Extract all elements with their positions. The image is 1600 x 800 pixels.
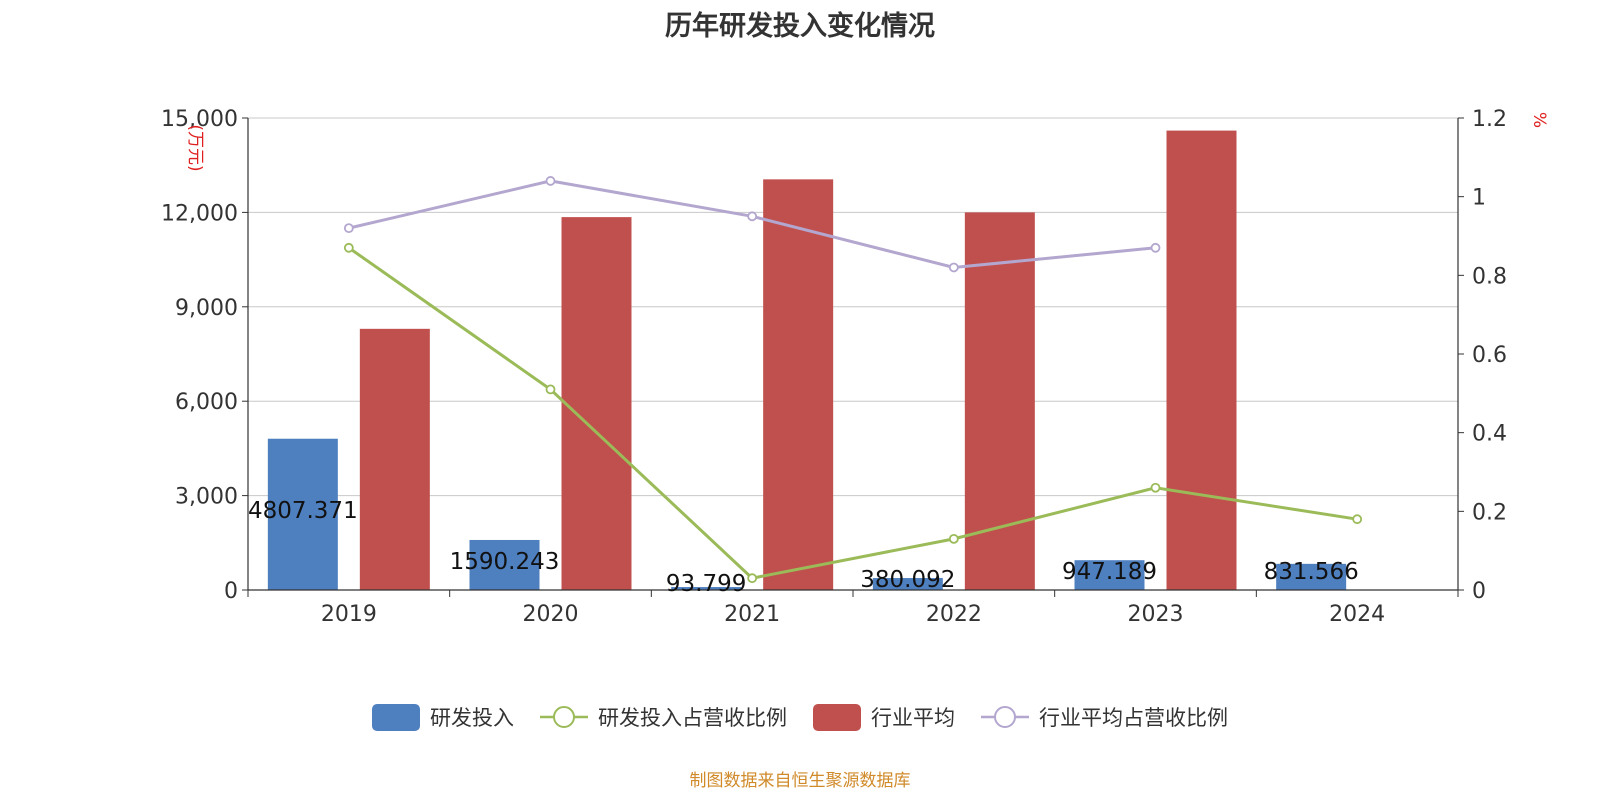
legend: 研发投入 研发投入占营收比例 行业平均 行业平均占营收比例 (0, 702, 1600, 732)
series-rd-ratio-point (1150, 482, 1161, 493)
data-labels: 4807.371 1590.243 93.799 380.092 947.189 831.… (248, 498, 1359, 597)
series-industry-ratio-point (1150, 242, 1161, 253)
left-axis-unit: (万元) (185, 124, 205, 171)
series-industry-ratio-point (545, 176, 556, 186)
chart-canvas: 0 3,000 6,000 9,000 12,000 15,000 0 0.2 0.4 0.6 0.… (161, 107, 1549, 627)
left-axis-tick-label: 15,000 (161, 107, 238, 132)
right-axis-tick-label: 0 (1472, 579, 1486, 604)
right-axis-tick-label: 1 (1472, 186, 1486, 211)
left-axis-tick-label: 6,000 (175, 390, 238, 415)
series-industry-ratio-point (948, 262, 959, 273)
data-label-rd: 93.799 (666, 571, 746, 597)
legend-label-ind-ratio: 行业平均占营收比例 (1039, 706, 1228, 730)
data-label-rd: 1590.243 (450, 549, 560, 575)
data-label-rd: 831.566 (1264, 559, 1359, 585)
x-axis-tick-label: 2022 (926, 602, 982, 627)
data-label-rd: 380.092 (860, 567, 955, 593)
series-rd-ratio-point (545, 384, 556, 395)
series-rd-ratio-point (948, 533, 959, 544)
right-axis-tick-label: 0.4 (1472, 422, 1507, 447)
bar-industry (1166, 130, 1237, 590)
chart-title: 历年研发投入变化情况 (665, 11, 935, 42)
left-axis-tick-label: 0 (224, 579, 238, 604)
bar-rd (1074, 560, 1145, 590)
legend-label-rd: 研发投入 (430, 706, 514, 730)
right-axis-tick-label: 0.2 (1472, 500, 1507, 525)
legend-swatch-rd (372, 703, 420, 731)
right-axis-tick-label: 0.8 (1472, 264, 1507, 289)
bar-rd (872, 578, 943, 590)
series-rd-ratio-line (347, 246, 1358, 580)
bar-rd (671, 587, 742, 590)
data-label-rd: 4807.371 (248, 498, 358, 524)
bar-rd (267, 438, 338, 590)
legend-item-ind[interactable]: 行业平均 (813, 702, 955, 732)
right-axis-unit: % (1529, 112, 1549, 128)
series-rd-ratio-point (747, 573, 758, 584)
grid-lines (248, 117, 1458, 497)
bar-rd (469, 539, 540, 590)
bar-rd (1276, 563, 1347, 590)
left-axis-tick-label: 9,000 (175, 296, 238, 321)
right-axis-tick-label: 0.6 (1472, 343, 1507, 368)
x-axis-tick-label: 2020 (523, 602, 579, 627)
bars (267, 130, 1347, 591)
legend-label-ind: 行业平均 (871, 706, 955, 730)
legend-item-ind-ratio[interactable]: 行业平均占营收比例 (981, 702, 1228, 732)
legend-swatch-line-marker (994, 706, 1016, 728)
x-axis-tick-label: 2024 (1329, 602, 1385, 627)
bar-industry (561, 217, 632, 590)
series-industry-ratio-point (747, 211, 758, 222)
x-axis-tick-label: 2021 (724, 602, 780, 627)
bar-industry (763, 179, 834, 591)
legend-swatch-ind-ratio (981, 706, 1029, 728)
x-axis-tick-label: 2019 (321, 602, 377, 627)
series-rd-ratio-point (343, 242, 354, 253)
legend-swatch-line-marker (553, 706, 575, 728)
legend-item-rd[interactable]: 研发投入 (372, 702, 514, 732)
legend-swatch-ind (813, 703, 861, 731)
legend-item-rd-ratio[interactable]: 研发投入占营收比例 (540, 702, 787, 732)
left-axis-tick-label: 12,000 (161, 201, 238, 226)
left-axis-tick-label: 3,000 (175, 485, 238, 510)
data-label-rd: 947.189 (1062, 559, 1157, 585)
right-axis-tick-label: 1.2 (1472, 107, 1507, 132)
legend-swatch-rd-ratio (540, 706, 588, 728)
source-note: 制图数据来自恒生聚源数据库 (689, 771, 911, 791)
x-axis-tick-label: 2023 (1128, 602, 1184, 627)
series-industry-ratio-point (343, 223, 354, 234)
bar-industry (359, 328, 430, 590)
legend-label-rd-ratio: 研发投入占营收比例 (598, 706, 787, 730)
series-rd-ratio-point (1352, 514, 1363, 525)
lines (343, 176, 1363, 584)
axes: 0 3,000 6,000 9,000 12,000 15,000 0 0.2 0.4 0.6 0.… (161, 107, 1549, 627)
